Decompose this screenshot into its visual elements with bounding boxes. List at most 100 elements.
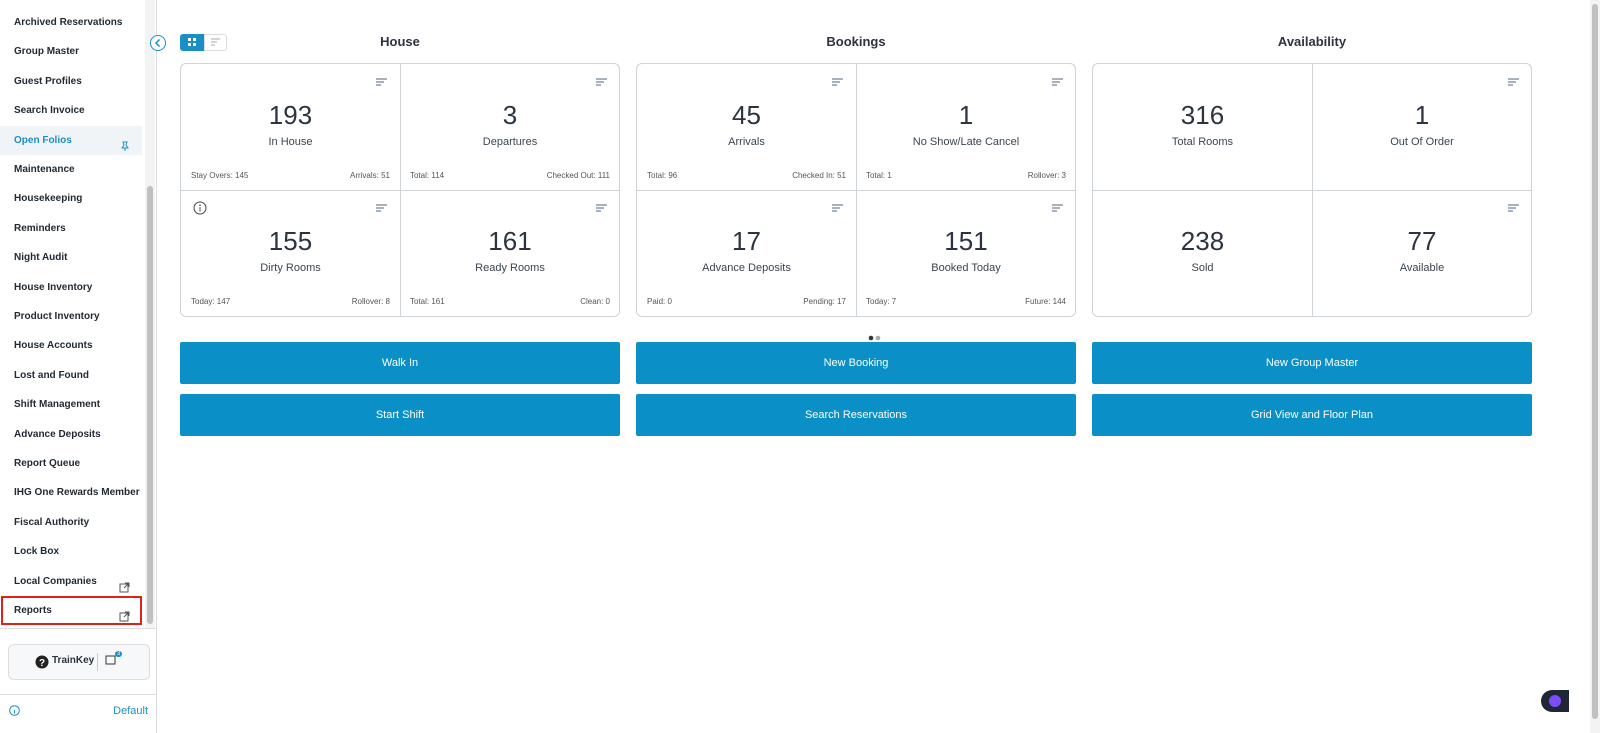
chat-badge: 3: [115, 651, 123, 657]
nav-label: Maintenance: [14, 164, 75, 175]
nav-item[interactable]: Archived Reservations: [0, 8, 142, 37]
trainkey-box[interactable]: ? TrainKey 3: [8, 644, 150, 680]
nav-item[interactable]: House Accounts: [0, 331, 142, 360]
stat-card[interactable]: 1 Out Of Order: [1312, 64, 1531, 191]
nav-label: Advance Deposits: [14, 428, 101, 440]
nav-item[interactable]: Lock Box: [0, 537, 142, 566]
nav-label: Product Inventory: [14, 311, 100, 322]
stat-card[interactable]: 77 Available: [1312, 190, 1531, 316]
action-button[interactable]: Grid View and Floor Plan: [1092, 394, 1532, 436]
stat-panel: 316 Total Rooms 1 Out Of Order 238 Sold 77 Avai…: [1092, 63, 1532, 317]
menu-icon[interactable]: [596, 199, 608, 212]
nav-item[interactable]: IHG One Rewards Member: [0, 478, 142, 507]
menu-icon[interactable]: [1052, 199, 1064, 212]
grid-view-toggle[interactable]: [180, 34, 204, 51]
nav-item[interactable]: Local Companies: [0, 567, 142, 596]
scrollbar-thumb[interactable]: [147, 186, 153, 624]
section-title: Bookings: [826, 34, 886, 49]
external-link-icon[interactable]: [119, 576, 130, 593]
stat-value: 161: [488, 226, 532, 256]
action-button[interactable]: Start Shift: [180, 394, 620, 436]
nav-item[interactable]: Reports: [1, 596, 142, 625]
nav-label: Report Queue: [14, 458, 81, 469]
section-title: Availability: [1277, 34, 1347, 49]
action-button[interactable]: New Booking: [636, 342, 1076, 384]
nav-item[interactable]: Maintenance: [0, 155, 142, 184]
action-button[interactable]: Walk In: [180, 342, 620, 384]
stat-card[interactable]: 151 Booked Today Today: 7 Future: 144: [856, 190, 1075, 316]
nav-item[interactable]: Open Folios: [0, 125, 142, 155]
menu-icon[interactable]: [1508, 73, 1520, 86]
nav-item[interactable]: Product Inventory: [0, 302, 142, 331]
menu-icon[interactable]: [376, 199, 388, 212]
collapse-button[interactable]: [150, 35, 166, 51]
stat-label: Advance Deposits: [702, 262, 791, 274]
footer-link[interactable]: Default: [113, 705, 148, 717]
stat-label: Out Of Order: [1390, 136, 1454, 148]
pager-dots[interactable]: [868, 335, 888, 341]
nav-item[interactable]: Advance Deposits: [0, 420, 142, 449]
stat-card[interactable]: 3 Departures Total: 114 Checked Out: 111: [400, 64, 619, 191]
menu-icon[interactable]: [832, 73, 844, 86]
nav-item[interactable]: Night Audit: [0, 243, 142, 272]
stat-card[interactable]: 316 Total Rooms: [1093, 64, 1313, 191]
menu-icon[interactable]: [596, 73, 608, 86]
stat-label: Arrivals: [728, 136, 765, 148]
svg-text:?: ?: [39, 658, 45, 669]
menu-icon[interactable]: [1508, 199, 1520, 212]
stat-panel: 193 In House Stay Overs: 145 Arrivals: 51 3 D…: [180, 63, 620, 317]
list-view-toggle[interactable]: [204, 34, 227, 51]
separator: [97, 653, 98, 671]
stat-card[interactable]: 17 Advance Deposits Paid: 0 Pending: 17: [637, 190, 857, 316]
stat-card[interactable]: 45 Arrivals Total: 96 Checked In: 51: [637, 64, 857, 191]
nav-label: House Inventory: [14, 281, 93, 293]
action-button[interactable]: Search Reservations: [636, 394, 1076, 436]
stat-card[interactable]: 193 In House Stay Overs: 145 Arrivals: 51: [181, 64, 401, 191]
nav-label: IHG One Rewards Member: [14, 487, 140, 499]
nav-item[interactable]: Report Queue: [0, 449, 142, 478]
external-link-icon[interactable]: [119, 605, 130, 622]
nav-item[interactable]: House Inventory: [0, 273, 142, 302]
pager: [868, 328, 888, 346]
stat-card[interactable]: 238 Sold: [1093, 190, 1313, 316]
nav-item[interactable]: Guest Profiles: [0, 67, 142, 96]
menu-icon[interactable]: [832, 199, 844, 212]
stat-label: Sold: [1191, 262, 1214, 274]
menu-icon[interactable]: [1052, 73, 1064, 86]
sidebar: ? TrainKey 3 Default Archived Reservatio…: [0, 0, 157, 733]
nav-item[interactable]: Reminders: [0, 214, 142, 243]
stat-value: 238: [1180, 226, 1225, 256]
info-icon[interactable]: [193, 201, 207, 215]
trainkey-label: TrainKey: [52, 655, 95, 666]
nav-item[interactable]: Shift Management: [0, 390, 142, 419]
stat-value: 1: [1414, 100, 1430, 130]
action-button[interactable]: New Group Master: [1092, 342, 1532, 384]
stat-card[interactable]: 1 No Show/Late Cancel Total: 1 Rollover: 3: [856, 64, 1075, 191]
stat-value: 316: [1180, 100, 1225, 130]
stat-value: 155: [268, 226, 313, 256]
stat-footer-right: Arrivals: 51: [349, 171, 390, 180]
nav-label: Group Master: [14, 46, 80, 58]
assistant-icon: [1549, 695, 1561, 707]
nav-label: Lock Box: [14, 546, 60, 558]
info-icon[interactable]: [9, 705, 20, 716]
assistant-button[interactable]: [1541, 690, 1569, 712]
stat-footer-left: Total: 114: [410, 171, 445, 180]
stat-card[interactable]: 155 Dirty Rooms Today: 147 Rollover: 8: [181, 190, 401, 316]
stat-label: Total Rooms: [1171, 136, 1234, 148]
stat-card[interactable]: 161 Ready Rooms Total: 161 Clean: 0: [400, 190, 619, 316]
nav-label: Search Invoice: [14, 105, 85, 117]
nav-item[interactable]: Group Master: [0, 37, 142, 66]
stat-footer-left: Today: 7: [866, 297, 897, 306]
nav-item[interactable]: Fiscal Authority: [0, 508, 142, 537]
nav-item[interactable]: Housekeeping: [0, 184, 142, 213]
menu-icon[interactable]: [376, 73, 388, 86]
main-scrollbar-thumb[interactable]: [1592, 4, 1598, 719]
nav-label: Housekeeping: [14, 193, 83, 205]
nav-item[interactable]: Search Invoice: [0, 96, 142, 125]
pin-icon[interactable]: [119, 135, 130, 151]
nav-item[interactable]: Lost and Found: [0, 361, 142, 390]
stat-label: Booked Today: [931, 262, 1001, 274]
stat-label: Ready Rooms: [475, 262, 545, 274]
